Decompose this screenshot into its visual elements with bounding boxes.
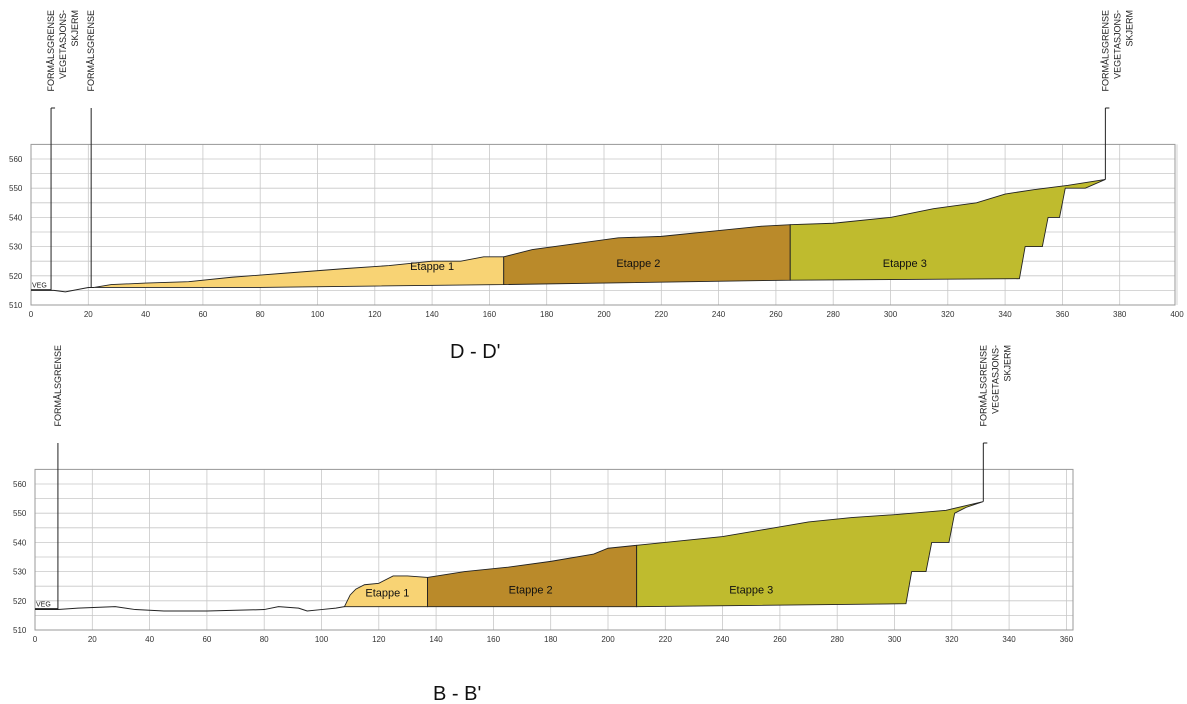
- x-tick-label: 320: [945, 635, 959, 644]
- x-tick-label: 120: [368, 310, 382, 319]
- y-tick-label: 510: [13, 626, 27, 635]
- etappe-1-label: Etappe 1: [410, 261, 454, 273]
- x-tick-label: 100: [311, 310, 325, 319]
- y-tick-label: 550: [9, 184, 23, 193]
- section-bb: 0 20 40 60 80 100 120 140 160 180 200 220 240 260 280 3…: [13, 345, 1074, 704]
- etappe-3-area: [789, 178, 1106, 281]
- x-tick-label: 240: [712, 310, 726, 319]
- plot-frame: [30, 143, 1176, 306]
- veg-label: VEG: [32, 282, 47, 289]
- x-tick-label: 240: [716, 635, 730, 644]
- x-tick-label: 120: [372, 635, 386, 644]
- x-tick-label: 80: [256, 310, 265, 319]
- etappe-3-label: Etappe 3: [883, 258, 927, 270]
- x-tick-label: 140: [425, 310, 439, 319]
- x-tick-label: 160: [487, 635, 501, 644]
- etappe-3-area: [636, 501, 984, 608]
- x-tick-label: 180: [544, 635, 558, 644]
- x-tick-label: 60: [202, 635, 211, 644]
- x-tick-label: 340: [1002, 635, 1016, 644]
- x-tick-label: 360: [1056, 310, 1070, 319]
- boundary-label: VEGETASJONS-: [1112, 10, 1122, 79]
- x-tick-label: 20: [88, 635, 97, 644]
- x-tick-label: 340: [998, 310, 1012, 319]
- y-tick-label: 540: [13, 538, 27, 547]
- section-title: B - B': [433, 683, 481, 704]
- etappe-2-area: [427, 544, 638, 608]
- boundary-label: SKJERM: [1002, 345, 1012, 382]
- existing-terrain-line: [35, 606, 345, 612]
- x-tick-label: 60: [198, 310, 207, 319]
- section-title: D - D': [450, 341, 500, 363]
- x-tick-label: 180: [540, 310, 554, 319]
- plot-frame: [34, 468, 1074, 631]
- x-tick-label: 300: [888, 635, 902, 644]
- x-tick-label: 280: [831, 635, 845, 644]
- boundary-label: FORMÅLSGRENSE: [978, 345, 988, 427]
- y-tick-label: 560: [13, 480, 27, 489]
- x-tick-label: 200: [597, 310, 611, 319]
- boundary-label: FORMÅLSGRENSE: [86, 10, 96, 92]
- section-dd: 0 20 40 60 80 100 120 140 160 180 200 220 240 260 280 3…: [9, 10, 1184, 363]
- x-tick-label: 40: [141, 310, 150, 319]
- etappe-2-label: Etappe 2: [509, 585, 553, 597]
- x-tick-label: 0: [33, 635, 38, 644]
- x-tick-label: 220: [659, 635, 673, 644]
- etappe-2-label: Etappe 2: [616, 258, 660, 270]
- veg-label: VEG: [36, 602, 51, 609]
- x-tick-label: 80: [260, 635, 269, 644]
- x-tick-label: 400: [1170, 310, 1184, 319]
- x-tick-label: 220: [655, 310, 669, 319]
- etappe-3-label: Etappe 3: [729, 585, 773, 597]
- y-tick-label: 540: [9, 213, 23, 222]
- etappe-2-area: [503, 224, 791, 286]
- y-tick-label: 520: [9, 272, 23, 281]
- x-tick-label: 260: [769, 310, 783, 319]
- boundary-label: VEGETASJONS-: [990, 345, 1000, 414]
- x-tick-label: 200: [601, 635, 615, 644]
- x-tick-label: 0: [29, 310, 34, 319]
- x-tick-label: 260: [773, 635, 787, 644]
- etappe-1-area: [93, 256, 505, 288]
- x-tick-label: 300: [884, 310, 898, 319]
- boundary-label: FORMÅLSGRENSE: [46, 10, 56, 92]
- boundary-label: SKJERM: [1124, 10, 1134, 47]
- x-tick-label: 20: [84, 310, 93, 319]
- x-tick-label: 160: [483, 310, 497, 319]
- etappe-1-label: Etappe 1: [365, 587, 409, 599]
- x-tick-label: 360: [1060, 635, 1074, 644]
- y-tick-label: 520: [13, 597, 27, 606]
- boundary-label: VEGETASJONS-: [58, 10, 68, 79]
- x-tick-label: 280: [827, 310, 841, 319]
- y-tick-label: 530: [9, 243, 23, 252]
- boundary-label: FORMÅLSGRENSE: [1100, 10, 1110, 92]
- x-tick-label: 320: [941, 310, 955, 319]
- x-tick-label: 140: [429, 635, 443, 644]
- x-tick-label: 40: [145, 635, 154, 644]
- boundary-label: SKJERM: [70, 10, 80, 47]
- y-tick-label: 560: [9, 155, 23, 164]
- existing-terrain-line: [31, 286, 95, 293]
- x-tick-label: 380: [1113, 310, 1127, 319]
- x-tick-label: 100: [315, 635, 329, 644]
- y-tick-label: 510: [9, 301, 23, 310]
- y-tick-label: 530: [13, 568, 27, 577]
- y-tick-label: 550: [13, 509, 27, 518]
- boundary-label: FORMÅLSGRENSE: [53, 345, 63, 427]
